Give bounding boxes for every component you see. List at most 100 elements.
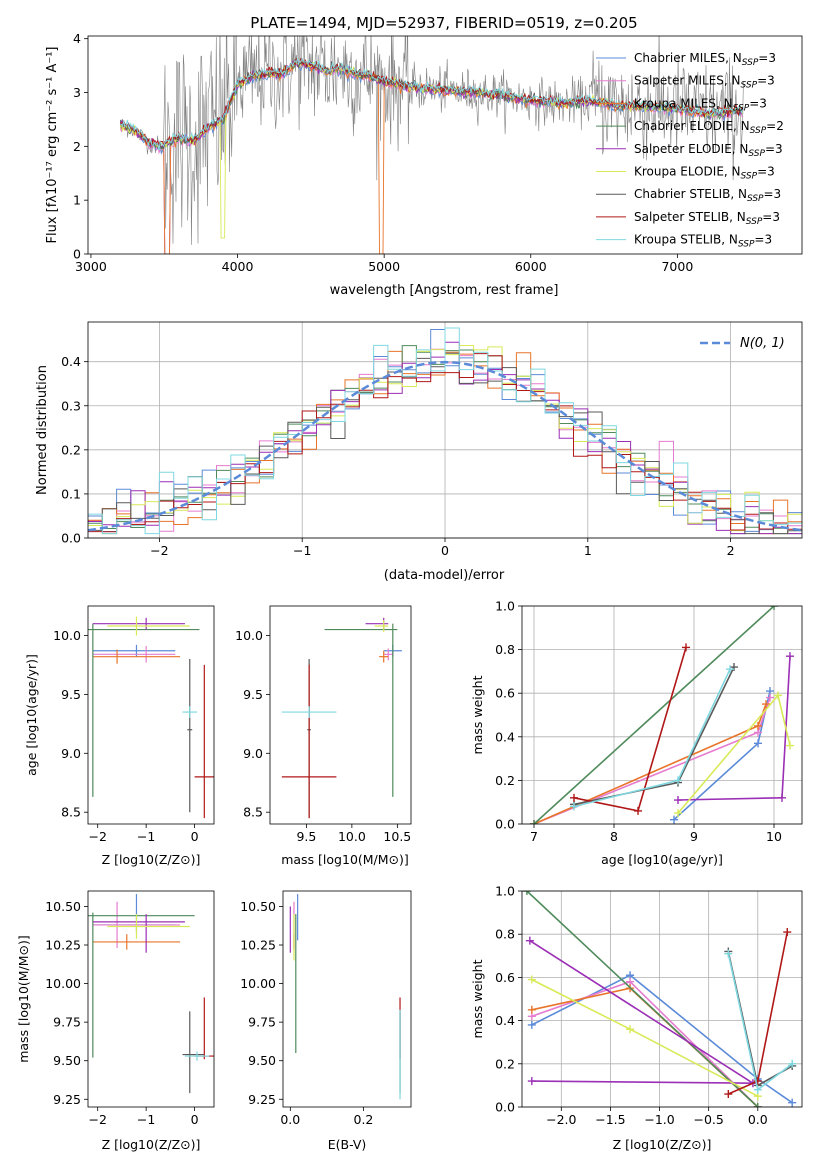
legend-label: Kroupa ELODIE, NSSP=3: [634, 165, 775, 182]
grid-weight-vs-age: [522, 605, 802, 825]
y-tick-label: 0.6: [495, 970, 515, 985]
y-tick-label: 10.00: [45, 976, 81, 991]
errorbar-point: [379, 650, 389, 663]
y-tick-label: 0.3: [61, 398, 81, 413]
errorbar-point: [365, 617, 389, 630]
y-tick-label: 2: [73, 139, 81, 154]
x-tick-label: −1: [293, 543, 311, 558]
y-tick-label: 9.50: [248, 1053, 276, 1068]
y-axis-label: age [log10(age/yr)]: [24, 654, 39, 776]
x-tick-label: 8: [610, 829, 618, 844]
weight-line: [529, 940, 756, 1085]
weight-marker: [570, 802, 578, 811]
y-tick-label: 0.0: [495, 817, 515, 832]
x-tick-label: −1.5: [595, 1112, 625, 1127]
plot-area-weight-vs-Z: [522, 891, 797, 1107]
weight-marker: [527, 1005, 536, 1014]
y-tick-label: 10.25: [240, 938, 276, 953]
y-tick-label: 1: [73, 193, 81, 208]
errorbar-point: [107, 914, 190, 939]
panel-mass-vs-EBV: 0.0 0.2 9.25 9.50 9.75 10.00 10.25 10.50 E(B-V): [240, 890, 412, 1152]
y-tick-label: 9.50: [53, 1053, 81, 1068]
errorbar-point: [92, 617, 185, 630]
x-tick-label: 0: [191, 1112, 199, 1127]
x-tick-label: 10.0: [338, 829, 366, 844]
x-tick-label: 10.5: [383, 829, 411, 844]
weight-marker: [527, 1020, 536, 1029]
errorbar-point: [182, 1011, 205, 1094]
y-axis-label: mass weight: [470, 675, 485, 754]
y-tick-label: 1.0: [495, 599, 515, 614]
errorbar-point: [88, 623, 200, 797]
weight-line: [533, 606, 775, 824]
x-tick-label: 3000: [75, 259, 107, 274]
y-tick-label: 10.0: [235, 628, 263, 643]
residual-histogram: [88, 353, 802, 533]
y-axis-label: Flux [fλ10⁻¹⁷ erg cm⁻² s⁻¹ A⁻¹]: [45, 47, 60, 244]
weight-marker: [674, 796, 682, 805]
errorbar-point: [184, 1051, 210, 1061]
y-tick-label: 0.4: [495, 1013, 515, 1028]
y-tick-label: 9.0: [61, 746, 81, 761]
legend-label: Salpeter MILES, NSSP=3: [634, 74, 775, 91]
plot-area-age-vs-Z: [88, 616, 214, 819]
panel-spectrum: 3000 4000 5000 6000 7000 0 1 2 3 4 Chabrier MILES,…: [45, 31, 803, 298]
weight-marker: [570, 793, 578, 802]
weight-marker: [788, 1059, 797, 1068]
legend-label: N(0, 1): [740, 336, 785, 351]
errorbar-point: [374, 620, 389, 632]
errorbar-point: [194, 664, 214, 819]
x-axis-label: wavelength [Angstrom, rest frame]: [330, 283, 559, 298]
normal-curve: [88, 360, 802, 532]
errorbar-point: [88, 912, 195, 1058]
weight-series: [570, 665, 734, 811]
weight-marker: [525, 936, 534, 945]
weight-marker: [754, 739, 762, 748]
weight-marker: [778, 793, 786, 802]
errorbar-point: [182, 706, 198, 718]
x-tick-label: −1: [137, 1112, 155, 1127]
weight-marker: [774, 691, 782, 700]
weight-series: [530, 606, 778, 824]
errorbar-point: [281, 664, 337, 819]
axes-frame: [269, 605, 412, 825]
y-axis-label: mass [log10(M/M⊙)]: [16, 935, 31, 1063]
y-tick-label: 0.8: [495, 642, 515, 657]
plot-area-weight-vs-age: [530, 606, 794, 824]
errorbar-point: [107, 616, 190, 636]
axes-frame: [521, 605, 803, 825]
x-tick-label: 1: [584, 543, 592, 558]
errorbar-point: [324, 623, 398, 797]
x-tick-label: 0: [441, 543, 449, 558]
plot-area-residuals: [88, 327, 802, 535]
y-tick-label: 9.75: [53, 1015, 81, 1030]
weight-line: [573, 666, 735, 806]
weight-series: [570, 643, 690, 815]
x-tick-label: 6000: [515, 259, 547, 274]
y-axis-label: mass weight: [470, 959, 485, 1038]
y-tick-label: 9.5: [61, 687, 81, 702]
x-tick-label: 0.2: [354, 1112, 374, 1127]
y-tick-label: 9.25: [53, 1092, 81, 1107]
plot-area-mass-vs-Z: [88, 894, 214, 1094]
weight-line: [531, 974, 793, 1104]
weight-marker: [626, 1025, 635, 1034]
x-tick-label: 0: [191, 829, 199, 844]
y-tick-label: 1.0: [495, 884, 515, 899]
plot-area-mass-vs-EBV: [289, 894, 401, 1100]
weight-marker: [527, 975, 536, 984]
x-axis-label: Z [log10(Z/Z⊙)]: [102, 852, 201, 867]
plot-area-age-vs-mass: [281, 617, 402, 819]
panel-weight-vs-Z: −2.0 −1.5 −1.0 −0.5 0.0 0.0 0.2 0.4 0.6 0.8 1.0 Z […: [470, 884, 803, 1152]
weight-marker: [726, 665, 734, 674]
weight-marker: [753, 1085, 762, 1094]
x-tick-label: 4000: [222, 259, 254, 274]
x-tick-label: −2: [88, 1112, 106, 1127]
y-tick-label: 9.25: [248, 1092, 276, 1107]
histogram-legend: N(0, 1): [700, 336, 785, 351]
model-spectrum: [119, 57, 744, 147]
errorbar-point: [187, 659, 193, 813]
errorbar-point: [194, 997, 214, 1060]
weight-marker: [783, 928, 792, 937]
x-tick-label: 0.0: [280, 1112, 300, 1127]
